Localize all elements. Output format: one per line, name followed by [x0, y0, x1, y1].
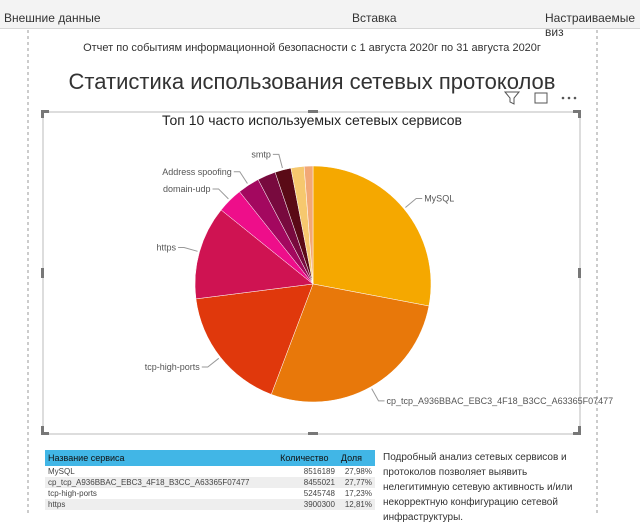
column-header: Доля: [337, 450, 375, 466]
focus-icon[interactable]: [534, 92, 548, 104]
leader-line: [212, 188, 229, 200]
table-cell: 3900300: [277, 499, 338, 510]
table-cell: MySQL: [48, 467, 75, 476]
more-icon[interactable]: [561, 96, 577, 100]
table-row[interactable]: MySQL 8516189 27,98%: [45, 466, 375, 477]
ribbon-group[interactable]: Настраиваемые виз: [545, 11, 636, 39]
table-row[interactable]: cp_tcp_A936BBAC_EBC3_4F18_B3CC_A63365F07…: [45, 477, 375, 488]
slice-label: cp_tcp_A936BBAC_EBC3_4F18_B3CC_A63365F07…: [387, 396, 614, 406]
table-cell: https: [45, 499, 278, 510]
pie-slice: [312, 165, 432, 307]
table-cell: 27,77%: [337, 477, 375, 488]
pie-slice: [195, 283, 314, 395]
leader-line: [405, 198, 423, 208]
table-cell: 8455021: [277, 477, 338, 488]
slice-label: MySQL: [424, 194, 454, 204]
leader-line: [201, 357, 220, 368]
pie-slice: [303, 165, 314, 285]
data-table: Название сервиса Количество Доля MySQL 85161…: [45, 450, 375, 510]
chart-title: Топ 10 часто используемых сетевых сервис…: [162, 112, 462, 128]
table-row[interactable]: https 3900300 12,81%: [45, 499, 375, 510]
column-header: Количество: [277, 450, 338, 466]
slice-label: https: [157, 242, 177, 252]
table-cell: 5245748: [303, 489, 335, 498]
slice-label: smtp: [251, 149, 271, 159]
filter-icon[interactable]: [503, 91, 521, 105]
ribbon: Внешние данные Вставка Настраиваемые виз: [0, 0, 640, 39]
ribbon-group[interactable]: Вставка: [352, 11, 397, 25]
note-text: Подробный анализ сетевых сервисов и прот…: [383, 452, 573, 523]
slice-label: tcp-high-ports: [145, 362, 201, 372]
slice-label: domain-udp: [163, 184, 211, 194]
table-row[interactable]: tcp-high-ports 5245748 17,23%: [45, 488, 375, 499]
slice-label: Address spoofing: [162, 167, 232, 177]
leader-line: [371, 388, 385, 402]
leader-line: [233, 171, 248, 184]
pie-slice: [270, 283, 430, 403]
column-header: Название сервиса: [45, 450, 278, 466]
handles: [41, 110, 581, 435]
table-cell: cp_tcp_A936BBAC_EBC3_4F18_B3CC_A63365F07…: [45, 477, 278, 488]
pie-slice: [194, 209, 314, 300]
table-cell: 17,23%: [344, 489, 372, 498]
leader-line: [178, 246, 198, 252]
table-cell: 8516189: [303, 467, 335, 476]
ribbon-group[interactable]: Внешние данные: [4, 11, 101, 25]
table-cell: 27,98%: [344, 467, 372, 476]
subtitle: Отчет по событиям информационной безопас…: [83, 42, 541, 54]
leader-line: [272, 153, 283, 169]
table-cell: tcp-high-ports: [48, 489, 97, 498]
report-title: Статистика использования сетевых протоко…: [69, 69, 556, 94]
table-cell: 12,81%: [337, 499, 375, 510]
